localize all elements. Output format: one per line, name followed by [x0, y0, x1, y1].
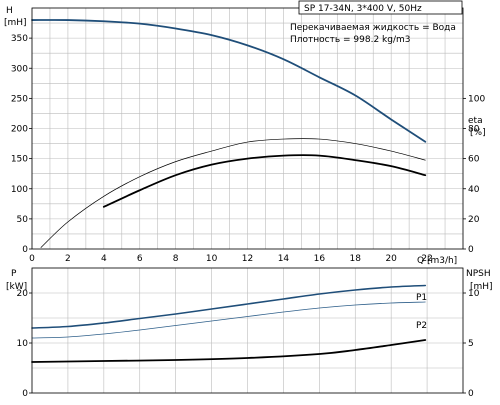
y-left-tick-label: 100	[11, 185, 28, 195]
x-tick-label: 12	[242, 254, 253, 264]
upper-tick-labels: 0 50 100 150 200 250 300 350 0 20 40 60 80 100 0 2 4 6 8 10…	[11, 34, 486, 264]
y-right-tick-label: 40	[468, 185, 480, 195]
x-tick-label: 4	[101, 254, 107, 264]
y-left-tick-label: 200	[11, 125, 28, 135]
eta-axis-label-top: eta	[468, 116, 483, 126]
h-axis-label-top: H	[6, 6, 13, 16]
y-left-tick-label: 10	[17, 339, 29, 349]
x-tick-label: 14	[278, 254, 290, 264]
x-tick-label: 6	[137, 254, 143, 264]
y-left-tick-label: 20	[17, 289, 29, 299]
series-label-p1: P1	[416, 293, 427, 303]
upper-series	[31, 19, 427, 248]
series-line-h	[31, 19, 427, 143]
series-label-p2: P2	[416, 321, 427, 331]
y-right-tick-label: 100	[468, 94, 485, 104]
pump-info-box	[298, 0, 463, 15]
liquid-label: Перекачиваемая жидкость = Вода	[290, 23, 456, 33]
y-right-tick-label: 5	[468, 339, 474, 349]
y-right-tick-label: 0	[468, 245, 474, 255]
y-left-tick-label: 250	[11, 94, 28, 104]
y-left-tick-label: 50	[17, 215, 29, 225]
upper-grid	[31, 7, 464, 250]
x-tick-label: 8	[173, 254, 179, 264]
x-tick-label: 18	[350, 254, 362, 264]
y-left-tick-label: 350	[11, 34, 28, 44]
lower-tick-labels: 0 10 20 0 5 10	[17, 289, 480, 399]
x-tick-label: 0	[29, 254, 35, 264]
series-line-p2	[31, 301, 426, 339]
eta-axis-label-unit: [%]	[470, 128, 486, 138]
lower-series	[31, 284, 427, 363]
density-label: Плотность = 998.2 kg/m3	[290, 35, 411, 45]
x-tick-label: 22	[421, 254, 432, 264]
p-axis-label-unit: [kW]	[6, 282, 27, 292]
y-right-tick-label: 60	[468, 155, 480, 165]
q-axis-label: Q [m3/h]	[417, 256, 457, 266]
x-tick-label: 16	[314, 254, 326, 264]
h-axis-label-unit: [mH]	[4, 18, 27, 28]
p-axis-label-top: P	[11, 269, 17, 279]
lower-plot-frame	[31, 267, 464, 394]
series-line-npsh	[31, 339, 427, 363]
x-tick-label: 10	[206, 254, 218, 264]
y-right-tick-label: 10	[468, 289, 480, 299]
pump-model-label: SP 17-34N, 3*400 V, 50Hz	[304, 4, 422, 14]
y-left-tick-label: 300	[11, 64, 28, 74]
x-tick-label: 2	[65, 254, 71, 264]
y-right-tick-label: 80	[468, 125, 480, 135]
series-line-eta-thick	[102, 154, 427, 208]
series-line-p1	[31, 284, 427, 329]
y-left-tick-label: 0	[22, 245, 28, 255]
y-right-tick-label: 20	[468, 215, 480, 225]
y-left-tick-label: 150	[11, 155, 28, 165]
y-right-tick-label: 0	[468, 389, 474, 399]
series-line-eta-thin	[40, 138, 426, 248]
npsh-axis-label-unit: [mH]	[470, 282, 493, 292]
y-left-tick-label: 0	[22, 389, 28, 399]
npsh-axis-label-top: NPSH	[466, 269, 491, 279]
x-tick-label: 20	[385, 254, 397, 264]
